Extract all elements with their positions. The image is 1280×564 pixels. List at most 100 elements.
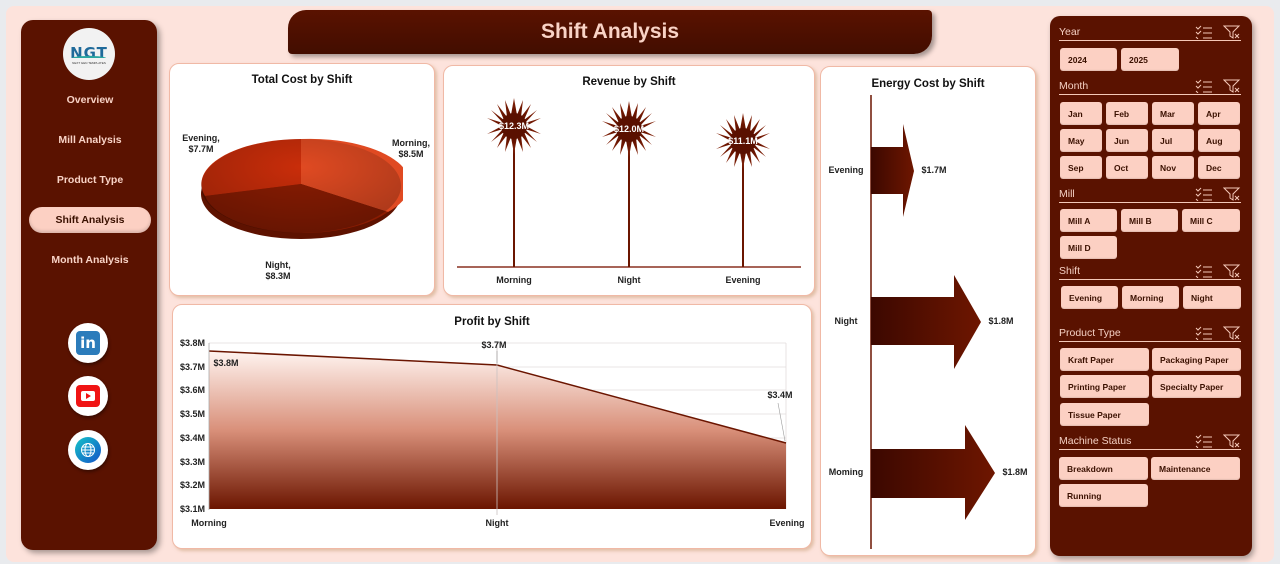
- slicer-option-mill-b[interactable]: Mill B: [1121, 209, 1178, 232]
- pie-label-morning: Morning, $8.5M: [392, 138, 430, 159]
- slicer-option-oct[interactable]: Oct: [1106, 156, 1148, 179]
- chart-title: Profit by Shift: [454, 316, 530, 328]
- energy-value-evening: $1.7M: [921, 165, 947, 175]
- slicer-title: Year: [1059, 25, 1081, 38]
- slicer-option-mar[interactable]: Mar: [1152, 102, 1194, 125]
- slicer-title: Mill: [1059, 187, 1075, 200]
- clear-filter-icon[interactable]: [1223, 79, 1241, 93]
- profit-chart-card: Profit by Shift $3.8M $3.7M $3.6M $3.5M …: [172, 304, 812, 549]
- multi-select-icon[interactable]: [1195, 326, 1213, 340]
- slicer-option-aug[interactable]: Aug: [1198, 129, 1240, 152]
- nav-item-product-type[interactable]: Product Type: [56, 174, 124, 186]
- x-label-morning: Morning: [496, 275, 532, 285]
- multi-select-icon[interactable]: [1195, 264, 1213, 278]
- profit-value-morning: $3.8M: [213, 358, 239, 368]
- y-tick: $3.1M: [179, 504, 205, 514]
- slicer-option-maintenance[interactable]: Maintenance: [1151, 457, 1240, 480]
- slicer-option-apr[interactable]: Apr: [1198, 102, 1240, 125]
- clear-filter-icon[interactable]: [1223, 25, 1241, 39]
- youtube-button[interactable]: [68, 376, 108, 416]
- slicer-option-breakdown[interactable]: Breakdown: [1059, 457, 1148, 480]
- profit-value-night: $3.7M: [481, 340, 507, 350]
- profit-value-evening: $3.4M: [767, 390, 793, 400]
- slicer-option-tissue-paper[interactable]: Tissue Paper: [1060, 403, 1149, 426]
- energy-value-morning: $1.8M: [1002, 467, 1028, 477]
- y-tick: $3.2M: [179, 480, 205, 490]
- energy-cost-chart-card: Energy Cost by Shift Evening Night Momin…: [820, 66, 1036, 556]
- slicer-option-nov[interactable]: Nov: [1152, 156, 1194, 179]
- energy-bar-evening[interactable]: [871, 124, 914, 217]
- slicer-option-running[interactable]: Running: [1059, 484, 1148, 507]
- nav-item-overview[interactable]: Overview: [66, 94, 114, 106]
- y-tick: $3.3M: [179, 457, 205, 467]
- slicer-option-may[interactable]: May: [1060, 129, 1102, 152]
- chart-title: Total Cost by Shift: [251, 74, 353, 86]
- slicer-header-machine-status: Machine Status: [1059, 432, 1241, 450]
- multi-select-icon[interactable]: [1195, 434, 1213, 448]
- slicer-option-specialty-paper[interactable]: Specialty Paper: [1152, 375, 1241, 398]
- energy-label-evening: Evening: [828, 165, 864, 175]
- website-button[interactable]: [68, 430, 108, 470]
- slicer-option-jan[interactable]: Jan: [1060, 102, 1102, 125]
- slicer-title: Product Type: [1059, 326, 1121, 339]
- slicer-option-dec[interactable]: Dec: [1198, 156, 1240, 179]
- nav-item-mill-analysis[interactable]: Mill Analysis: [58, 134, 122, 146]
- multi-select-icon[interactable]: [1195, 187, 1213, 201]
- linkedin-button[interactable]: in: [68, 323, 108, 363]
- y-tick: $3.7M: [179, 362, 205, 372]
- slicer-option-printing-paper[interactable]: Printing Paper: [1060, 375, 1149, 398]
- pie-label-night: Night, $8.3M: [265, 260, 291, 281]
- slicer-option-packaging-paper[interactable]: Packaging Paper: [1152, 348, 1241, 371]
- multi-select-icon[interactable]: [1195, 25, 1213, 39]
- slicer-option-2024[interactable]: 2024: [1060, 48, 1117, 71]
- slicer-option-kraft-paper[interactable]: Kraft Paper: [1060, 348, 1149, 371]
- energy-label-night: Night: [834, 316, 858, 326]
- ngt-logo: NGT NEXT GEN TEMPLATES: [63, 28, 115, 80]
- x-label-night: Night: [485, 518, 509, 528]
- slicer-option-mill-c[interactable]: Mill C: [1182, 209, 1240, 232]
- clear-filter-icon[interactable]: [1223, 187, 1241, 201]
- slicer-option-mill-a[interactable]: Mill A: [1060, 209, 1117, 232]
- slicer-header-year: Year: [1059, 23, 1241, 41]
- logo-swoosh-icon: [72, 55, 106, 60]
- clear-filter-icon[interactable]: [1223, 264, 1241, 278]
- pie-chart: [201, 138, 403, 239]
- slicer-option-jun[interactable]: Jun: [1106, 129, 1148, 152]
- y-tick: $3.8M: [179, 338, 205, 348]
- logo-subtext: NEXT GEN TEMPLATES: [72, 60, 106, 65]
- slicer-option-sep[interactable]: Sep: [1060, 156, 1102, 179]
- slicer-option-2025[interactable]: 2025: [1121, 48, 1179, 71]
- slicer-option-morning[interactable]: Morning: [1122, 286, 1179, 309]
- energy-label-morning: Moming: [828, 467, 864, 477]
- y-tick: $3.6M: [179, 385, 205, 395]
- revenue-value-night: $12.0M: [613, 124, 645, 134]
- slicer-header-shift: Shift: [1059, 262, 1241, 280]
- slicer-title: Machine Status: [1059, 434, 1132, 447]
- energy-arrow-chart: [870, 95, 995, 549]
- sidebar-nav: NGT NEXT GEN TEMPLATES Overview Mill Ana…: [21, 20, 157, 550]
- revenue-chart-card: Revenue by Shift $12.3M $12.0M $11.1M Mo…: [443, 65, 815, 296]
- slicer-option-evening[interactable]: Evening: [1061, 286, 1118, 309]
- energy-value-night: $1.8M: [988, 316, 1014, 326]
- revenue-value-morning: $12.3M: [498, 121, 530, 131]
- clear-filter-icon[interactable]: [1223, 326, 1241, 340]
- energy-bar-night[interactable]: [871, 275, 981, 369]
- energy-bar-morning[interactable]: [871, 425, 995, 520]
- slicer-option-night[interactable]: Night: [1183, 286, 1241, 309]
- nav-item-month-analysis[interactable]: Month Analysis: [51, 254, 129, 266]
- y-tick: $3.4M: [179, 433, 205, 443]
- slicer-option-feb[interactable]: Feb: [1106, 102, 1148, 125]
- slicer-option-jul[interactable]: Jul: [1152, 129, 1194, 152]
- clear-filter-icon[interactable]: [1223, 434, 1241, 448]
- chart-title: Revenue by Shift: [582, 76, 676, 88]
- page-header: Shift Analysis: [288, 10, 932, 54]
- nav-item-shift-analysis[interactable]: Shift Analysis: [29, 207, 151, 233]
- slicer-title: Shift: [1059, 264, 1081, 277]
- youtube-icon: [76, 385, 100, 407]
- slicer-title: Month: [1059, 79, 1089, 92]
- y-tick: $3.5M: [179, 409, 205, 419]
- pie-label-evening: Evening, $7.7M: [182, 133, 220, 154]
- page-title: Shift Analysis: [540, 20, 680, 43]
- slicer-option-mill-d[interactable]: Mill D: [1060, 236, 1117, 259]
- multi-select-icon[interactable]: [1195, 79, 1213, 93]
